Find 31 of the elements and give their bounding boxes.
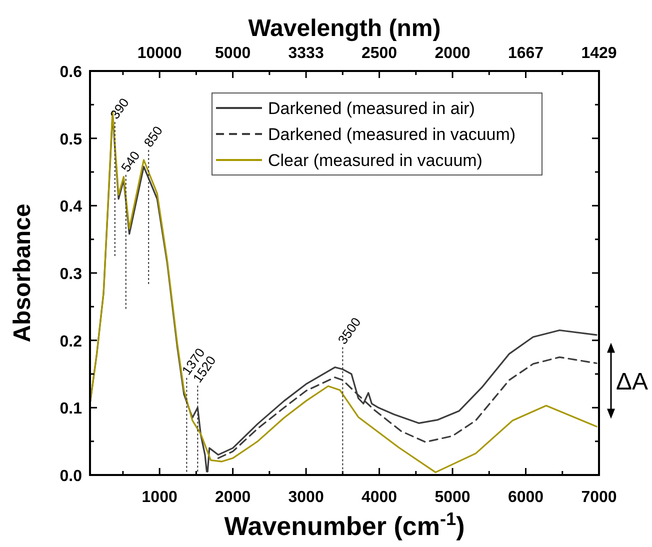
x-tick-label: 2000 <box>215 489 251 506</box>
ref-line-label: 390 <box>107 95 132 122</box>
ref-line-label: 850 <box>140 123 166 150</box>
y-tick-label: 0.6 <box>60 64 82 81</box>
y-tick-label: 0.2 <box>60 333 82 350</box>
x-tick-label: 1000 <box>142 489 178 506</box>
x-tick-label: 4000 <box>361 489 398 506</box>
text: 1429 <box>581 45 617 62</box>
text: 1667 <box>508 45 544 62</box>
y-tick-label: 0.1 <box>60 400 82 418</box>
x-tick-label: 7000 <box>581 489 617 506</box>
y-tick-label: 0.5 <box>60 131 82 148</box>
y-tick-label: 0.0 <box>60 468 82 485</box>
x2-axis-title: Wavelength (nm) <box>248 15 441 42</box>
text: ΔA <box>616 368 648 396</box>
legend-label: Clear (measured in vacuum) <box>268 151 482 170</box>
text: 2000 <box>434 45 470 62</box>
legend-label: Darkened (measured in air) <box>268 99 475 118</box>
text: 2500 <box>361 45 398 62</box>
y-tick-label: 0.3 <box>60 266 82 283</box>
ref-line-label: 540 <box>118 148 143 175</box>
text: 10000 <box>137 45 182 62</box>
x-tick-label: 6000 <box>508 489 544 506</box>
x-axis-title: Wavenumber (cm$^{-1}$) <box>224 509 465 541</box>
text: 5000 <box>215 45 251 62</box>
y-axis-title: Absorbance <box>9 204 36 342</box>
legend-label: Darkened (measured in vacuum) <box>268 125 516 144</box>
x-tick-label: 3000 <box>288 489 324 506</box>
y-tick-label: 0.4 <box>60 198 82 216</box>
text: 3333 <box>288 45 324 62</box>
x-tick-label: 5000 <box>434 489 470 506</box>
